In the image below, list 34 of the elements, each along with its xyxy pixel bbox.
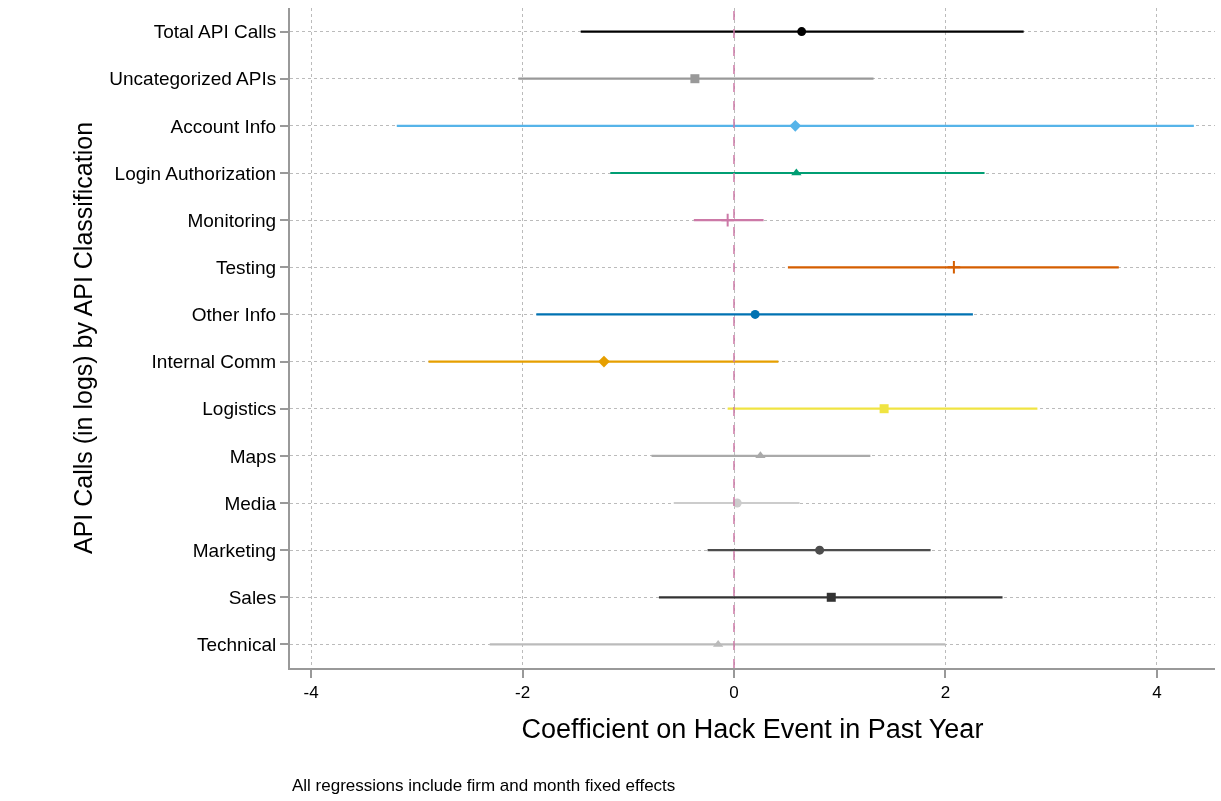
x-tick-label: -2 xyxy=(515,683,531,703)
point xyxy=(946,259,962,275)
y-tick-label: Other Info xyxy=(191,304,277,326)
x-tick-label: -4 xyxy=(303,683,319,703)
y-tick-label: Testing xyxy=(216,256,277,278)
y-tick-label: Internal Comm xyxy=(151,351,277,373)
y-tick-label: Account Info xyxy=(170,115,277,137)
point xyxy=(815,545,825,555)
y-axis-title: API Calls (in logs) by API Classification xyxy=(68,121,97,555)
point xyxy=(797,27,807,37)
y-tick-label: Media xyxy=(224,492,277,514)
y-tick-label: Logistics xyxy=(202,398,277,420)
y-tick-label: Total API Calls xyxy=(153,21,277,43)
x-tick-label: 0 xyxy=(729,683,739,703)
y-tick-label: Login Authorization xyxy=(114,162,277,184)
point xyxy=(791,168,802,176)
x-tick-label: 2 xyxy=(940,683,951,703)
x-tick-label: 4 xyxy=(1152,683,1162,703)
y-tick-label: Monitoring xyxy=(187,209,277,231)
y-tick-label: Sales xyxy=(228,586,277,608)
point xyxy=(789,120,802,132)
text: All regressions include firm and month fixed effects xyxy=(292,776,676,795)
point xyxy=(755,451,766,459)
point xyxy=(826,592,836,602)
point xyxy=(750,309,760,319)
point xyxy=(879,404,889,414)
x-axis-title: Coefficient on Hack Event in Past Year xyxy=(521,714,984,745)
y-tick-label: Uncategorized APIs xyxy=(109,68,277,90)
y-tick-label: Technical xyxy=(196,634,277,656)
point xyxy=(598,355,610,368)
y-tick-label: Marketing xyxy=(192,539,277,561)
point xyxy=(690,74,700,84)
point xyxy=(720,212,735,228)
y-tick-label: Maps xyxy=(229,445,277,467)
